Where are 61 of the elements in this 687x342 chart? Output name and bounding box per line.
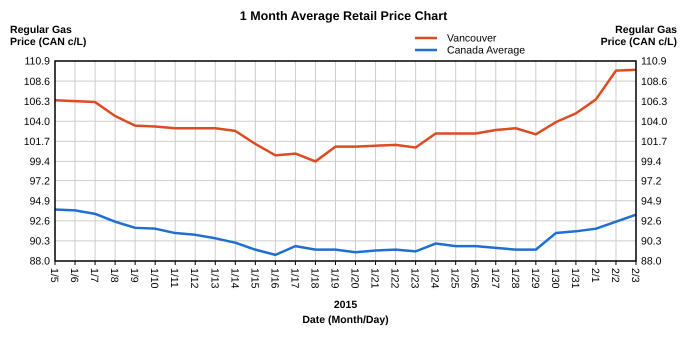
x-tick-label: 1/21 (368, 268, 381, 289)
x-tick-label: 1/29 (528, 268, 541, 289)
x-tick-label: 1/19 (328, 268, 340, 289)
x-tick-label: 2/1 (588, 268, 601, 283)
y2-tick-label: 92.6 (641, 216, 662, 228)
x-tick-label: 1/12 (188, 268, 200, 289)
x-tick-label: 1/25 (448, 268, 461, 289)
y-tick-label: 94.9 (30, 195, 50, 208)
x-tick-label: 1/24 (428, 268, 441, 289)
x-tick-label: 1/8 (108, 268, 120, 283)
line-series (54, 208, 638, 256)
x-tick-label: 1/11 (168, 268, 180, 288)
x-tick-label: 1/16 (268, 268, 280, 289)
x-tick-label: 1/13 (208, 268, 220, 289)
x-tick-label: 1/5 (48, 268, 60, 283)
y2-tick-label: 88.0 (641, 256, 662, 268)
x-tick-label: 1/31 (568, 268, 581, 289)
x-tick-label: 1/9 (128, 268, 140, 283)
legend-label: Canada Average (447, 44, 526, 57)
y2-tick-label: 106.3 (641, 96, 668, 108)
y2-tick-label: 104.0 (641, 116, 668, 128)
y-tick-label: 106.3 (24, 96, 50, 108)
x-tick-label: 1/26 (468, 268, 481, 289)
x-tick-label: 1/17 (288, 268, 300, 289)
x-tick-label: 1/27 (488, 268, 501, 289)
x-tick-label: 1/6 (68, 268, 80, 283)
y-tick-label: 104.0 (24, 116, 50, 128)
x-tick-label: 1/15 (248, 268, 260, 289)
x-tick-label: 1/30 (548, 268, 561, 289)
text: 2015 (334, 299, 358, 311)
x-tick-label: 1/14 (228, 268, 240, 289)
line-series (54, 68, 638, 163)
x-tick-label: 1/22 (388, 268, 401, 289)
y-tick-label: 90.3 (30, 236, 50, 248)
y-tick-label: 108.6 (24, 76, 50, 88)
x-tick-label: 1/28 (508, 268, 521, 289)
y2-tick-label: 110.9 (641, 56, 667, 68)
x-tick-label: 1/18 (308, 268, 320, 289)
y-tick-label: 92.6 (30, 216, 50, 228)
x-tick-label: 1/23 (408, 268, 421, 289)
y-tick-label: 88.0 (30, 256, 50, 268)
y2-tick-label: 97.2 (641, 175, 662, 188)
y2-tick-label: 99.4 (641, 156, 662, 168)
y2-tick-label: 108.6 (641, 76, 668, 88)
x-tick-label: 1/10 (148, 268, 160, 289)
y2-tick-label: 101.7 (641, 136, 668, 148)
y2-tick-label: 90.3 (641, 236, 662, 248)
x-tick-label: 2/3 (629, 268, 641, 283)
y-tick-label: 110.9 (24, 56, 50, 68)
y-tick-label: 99.4 (30, 156, 50, 168)
x-axis-title: Date (Month/Day) (302, 314, 389, 326)
y-tick-label: 97.2 (30, 175, 50, 188)
legend-label: Vancouver (447, 32, 497, 45)
chart-title: 1 Month Average Retail Price Chart (240, 9, 448, 23)
x-tick-label: 1/7 (88, 268, 100, 283)
y-tick-label: 101.7 (24, 136, 50, 148)
x-tick-label: 2/2 (608, 268, 621, 283)
y2-axis-title: Regular Gas Price (CAN c/L) (600, 24, 678, 48)
y-axis-title: Regular Gas Price (CAN c/L) (10, 24, 86, 48)
y2-tick-label: 94.9 (641, 195, 662, 208)
x-tick-label: 1/20 (348, 268, 361, 289)
